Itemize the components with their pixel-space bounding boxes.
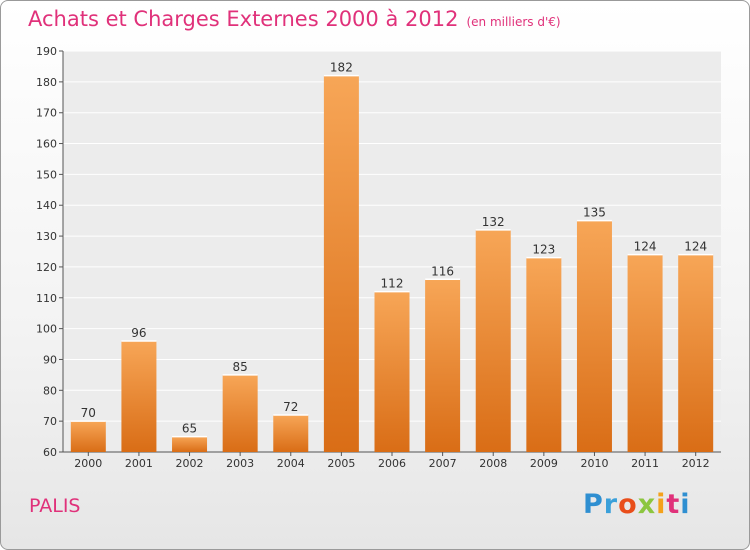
y-tick-label: 90	[43, 353, 57, 366]
data-label: 65	[182, 422, 197, 436]
bar	[678, 254, 714, 452]
x-tick-label: 2012	[682, 457, 710, 470]
bar	[323, 75, 359, 452]
logo-letter: i	[680, 489, 691, 520]
data-label: 124	[684, 240, 707, 254]
bar	[475, 229, 511, 452]
data-label: 182	[330, 61, 353, 75]
y-tick-label: 160	[36, 138, 57, 151]
logo-letter: i	[656, 489, 667, 520]
chart-title: Achats et Charges Externes 2000 à 2012 (e…	[28, 7, 561, 31]
x-tick-label: 2005	[327, 457, 355, 470]
y-tick-label: 190	[36, 45, 57, 58]
data-label: 72	[283, 400, 298, 414]
bar	[172, 436, 208, 452]
x-tick-label: 2008	[479, 457, 507, 470]
y-tick-label: 100	[36, 323, 57, 336]
data-label: 96	[131, 326, 146, 340]
y-tick-label: 110	[36, 292, 57, 305]
y-tick-label: 140	[36, 199, 57, 212]
bar	[425, 279, 461, 452]
x-tick-label: 2009	[530, 457, 558, 470]
y-tick-label: 170	[36, 107, 57, 120]
x-tick-label: 2002	[176, 457, 204, 470]
data-label: 132	[482, 215, 505, 229]
bar	[273, 414, 309, 452]
x-tick-label: 2006	[378, 457, 406, 470]
data-label: 116	[431, 264, 454, 278]
bar	[374, 291, 410, 452]
proxiti-logo: Proxiti	[583, 489, 691, 520]
bar	[526, 257, 562, 452]
x-tick-label: 2007	[429, 457, 457, 470]
data-label: 123	[532, 243, 555, 257]
bar	[70, 421, 106, 452]
y-tick-label: 70	[43, 415, 57, 428]
commune-name: PALIS	[29, 495, 81, 517]
y-tick-label: 80	[43, 384, 57, 397]
chart-title-text: Achats et Charges Externes 2000 à 2012	[28, 7, 459, 31]
y-tick-label: 180	[36, 76, 57, 89]
y-tick-label: 60	[43, 446, 57, 459]
x-tick-label: 2000	[74, 457, 102, 470]
data-label: 70	[81, 406, 96, 420]
bar	[222, 374, 258, 452]
chart-subtitle: (en milliers d'€)	[466, 15, 561, 29]
data-label: 112	[381, 277, 404, 291]
bar	[121, 340, 157, 452]
x-tick-label: 2011	[631, 457, 659, 470]
data-label: 124	[634, 240, 657, 254]
logo-letter: P	[583, 489, 604, 520]
logo-letter: r	[603, 489, 619, 520]
x-tick-label: 2003	[226, 457, 254, 470]
y-tick-label: 150	[36, 168, 57, 181]
logo-letter: t	[666, 489, 681, 520]
x-tick-label: 2010	[580, 457, 608, 470]
bar	[627, 254, 663, 452]
data-label: 85	[233, 360, 248, 374]
x-tick-label: 2001	[125, 457, 153, 470]
x-tick-label: 2004	[277, 457, 305, 470]
y-tick-label: 120	[36, 261, 57, 274]
data-label: 135	[583, 206, 606, 220]
y-tick-label: 130	[36, 230, 57, 243]
bar	[576, 220, 612, 452]
logo-letter: x	[637, 489, 657, 520]
logo-letter: o	[618, 489, 638, 520]
